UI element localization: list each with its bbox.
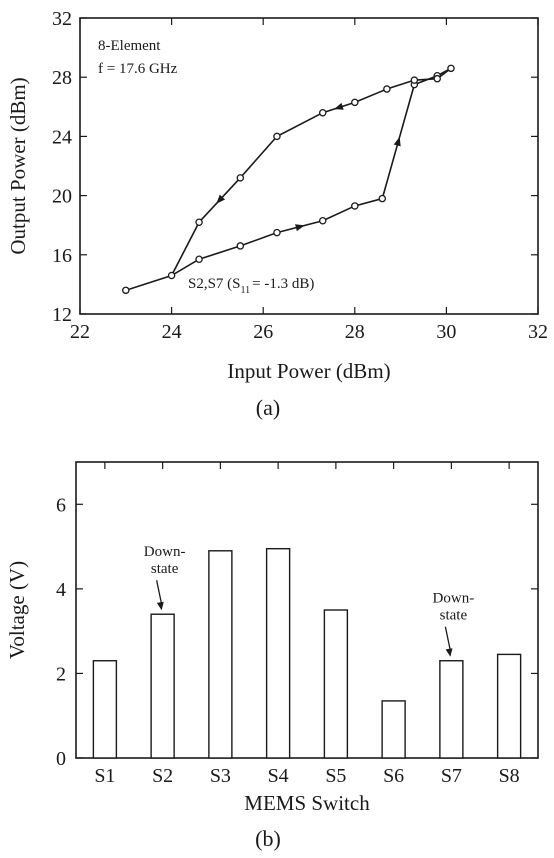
panel-a-x-tick-label: 22	[70, 321, 90, 343]
annotation-switch-main: S2,S7 (S	[188, 276, 241, 292]
panel-b-label: (b)	[255, 826, 281, 851]
annotation-switch-tail: = -1.3 dB)	[252, 276, 314, 292]
panel-b-y-axis-title: Voltage (V)	[5, 561, 29, 659]
series-decreasing-point	[318, 108, 327, 117]
panel-a-y-tick-label: 28	[52, 67, 72, 89]
series-increasing-point	[378, 194, 387, 203]
annotation-element-count: 8-Element	[98, 38, 161, 54]
annotation-switch-state: S2,S7 (S11 = -1.3 dB)	[188, 276, 314, 296]
bar-S3	[208, 550, 233, 759]
series-decreasing-line	[170, 67, 452, 276]
panel-a-x-tick-label: 32	[528, 321, 548, 343]
panel-a-y-tick-label: 32	[52, 8, 72, 30]
series-increasing-point	[447, 64, 455, 73]
panel-a-x-tick-label: 26	[253, 321, 273, 343]
series-decreasing-point	[433, 74, 441, 83]
bar-S4	[265, 547, 291, 759]
series-decreasing-point	[195, 218, 203, 226]
panel-b-y-tick-label: 6	[56, 494, 66, 516]
panel-b-y-tick-label: 4	[56, 579, 66, 601]
panel-b-plot-frame	[75, 461, 539, 759]
series-increasing-point	[122, 286, 130, 295]
series-increasing-point	[195, 255, 203, 263]
bar-S7	[439, 660, 464, 759]
panel-a-direction-arrows	[216, 102, 401, 232]
bar-S6	[381, 700, 406, 759]
annotation-down-state-S7: state	[440, 608, 468, 624]
panel-b-x-tick-label-S8: S8	[499, 765, 520, 787]
annotation-arrow-S2	[155, 580, 163, 605]
panel-a-markers	[122, 64, 455, 295]
panel-a-y-tick-label: 20	[52, 186, 72, 208]
decreasing-arrow-icon	[334, 102, 344, 110]
annotation-arrow-S7	[444, 626, 452, 651]
panel-a-label: (a)	[256, 395, 280, 420]
panel-b-x-tick-label-S7: S7	[441, 765, 462, 787]
panel-b-x-axis-title: MEMS Switch	[244, 791, 370, 815]
panel-b-x-tick-label-S2: S2	[152, 765, 173, 787]
decreasing-arrow-icon	[216, 194, 226, 204]
series-decreasing-point	[236, 174, 245, 182]
panel-b-x-tick-label-S1: S1	[94, 765, 115, 787]
annotation-frequency: f = 17.6 GHz	[98, 61, 178, 77]
bar-S5	[323, 609, 349, 759]
increasing-arrow-icon	[295, 224, 305, 232]
panel-a-y-tick-label: 16	[52, 245, 72, 267]
panel-a-plot-frame	[79, 17, 539, 315]
series-increasing-point	[167, 271, 176, 280]
panel-b-bars	[92, 547, 522, 759]
panel-b-x-tick-label-S5: S5	[325, 765, 346, 787]
panel-b-x-tick-label-S6: S6	[383, 765, 404, 787]
panel-a-y-tick-label: 24	[52, 126, 72, 148]
panel-a-x-tick-label: 30	[436, 321, 456, 343]
increasing-arrow-icon	[393, 136, 401, 147]
series-decreasing-point	[410, 76, 419, 84]
annotation-switch-subscript: 11	[241, 285, 251, 296]
annotation-arrowhead-icon	[445, 648, 453, 657]
panel-a-line-chart: 22 24 26 28 30 32 12 16 20 24 28 32 8-Element f = 1…	[6, 8, 548, 420]
series-increasing-point	[273, 228, 281, 237]
series-increasing-point	[236, 242, 245, 250]
bar-S8	[496, 653, 522, 759]
annotation-down-state-S2: Down-	[144, 544, 186, 560]
panel-a-y-axis-title: Output Power (dBm)	[6, 77, 30, 254]
series-decreasing-point	[383, 85, 391, 93]
panel-b-y-tick-label: 2	[56, 663, 66, 685]
panel-a-x-tick-label: 28	[345, 321, 365, 343]
bar-S1	[92, 660, 118, 759]
panel-b-x-tick-label-S4: S4	[268, 765, 289, 787]
panel-b-ticks: 0 2 4 6 S1 S2 S3 S4 S5 S6 S7 S8	[56, 462, 538, 787]
series-decreasing-point	[351, 98, 359, 107]
series-increasing-point	[351, 202, 359, 210]
panel-a-ticks: 22 24 26 28 30 32 12 16 20 24 28 32	[52, 8, 548, 343]
annotation-down-state-S2: state	[151, 561, 179, 577]
series-decreasing-point	[273, 132, 281, 141]
panel-a-x-tick-label: 24	[162, 321, 182, 343]
panel-a-x-axis-title: Input Power (dBm)	[227, 359, 390, 383]
panel-a-series	[125, 67, 452, 292]
series-increasing-line	[125, 67, 452, 292]
annotation-down-state-S7: Down-	[433, 591, 475, 607]
series-increasing-point	[318, 217, 327, 225]
panel-b-x-tick-label-S3: S3	[210, 765, 231, 787]
annotation-arrowhead-icon	[156, 601, 164, 611]
panel-a-y-tick-label: 12	[52, 304, 72, 326]
panel-b-y-tick-label: 0	[56, 748, 66, 770]
bar-S2	[150, 613, 175, 759]
